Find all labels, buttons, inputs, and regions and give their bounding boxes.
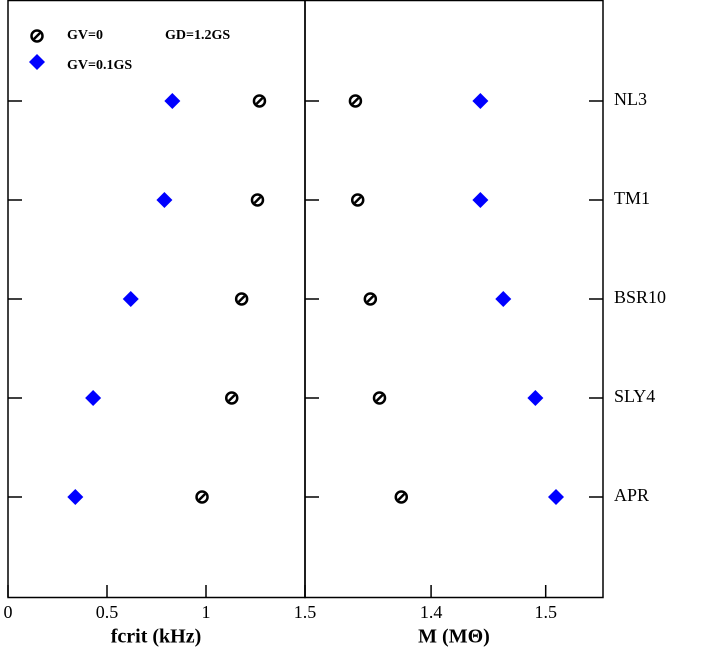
circle-marker (30, 29, 44, 43)
circle-marker (363, 292, 378, 306)
circle-marker (372, 391, 387, 405)
diamond-marker (548, 489, 565, 505)
y-tick-label: TM1 (614, 188, 650, 208)
x-tick-label: 1 (202, 602, 211, 622)
diamond-marker (472, 93, 489, 109)
x-axis-label: fcrit (kHz) (111, 626, 202, 648)
circle-marker (224, 391, 239, 405)
circle-marker (195, 490, 209, 504)
x-tick-label: 1.5 (534, 602, 557, 622)
diamond-marker (527, 390, 544, 406)
circle-marker (350, 193, 365, 207)
left-frame (7, 0, 306, 599)
diamond-marker (85, 390, 102, 406)
x-tick-label: 0.5 (96, 602, 119, 622)
x-tick-label: 1.5 (294, 602, 317, 622)
y-tick-label: SLY4 (614, 386, 655, 406)
annotation: GD=1.2GS (165, 28, 230, 43)
x-tick-label: 1.4 (420, 602, 443, 622)
diamond-marker (29, 54, 45, 70)
circle-marker (394, 490, 409, 504)
circle-marker (250, 193, 265, 207)
circle-marker (234, 292, 249, 306)
y-tick-label: NL3 (614, 89, 647, 109)
diamond-marker (472, 192, 489, 208)
right-frame (304, 0, 604, 599)
legend-label: GV=0.1GS (67, 58, 132, 73)
circle-marker (252, 94, 267, 108)
x-tick-label: 0 (4, 602, 13, 622)
diamond-marker (156, 192, 173, 208)
diamond-marker (164, 93, 181, 109)
circle-marker (348, 94, 363, 108)
diamond-marker (122, 291, 139, 307)
x-axis-label: M (MΘ) (418, 626, 490, 648)
y-tick-label: BSR10 (614, 287, 666, 307)
y-tick-label: APR (614, 485, 649, 505)
diamond-marker (67, 489, 84, 505)
diamond-marker (495, 291, 512, 307)
legend-label: GV=0 (67, 28, 103, 43)
